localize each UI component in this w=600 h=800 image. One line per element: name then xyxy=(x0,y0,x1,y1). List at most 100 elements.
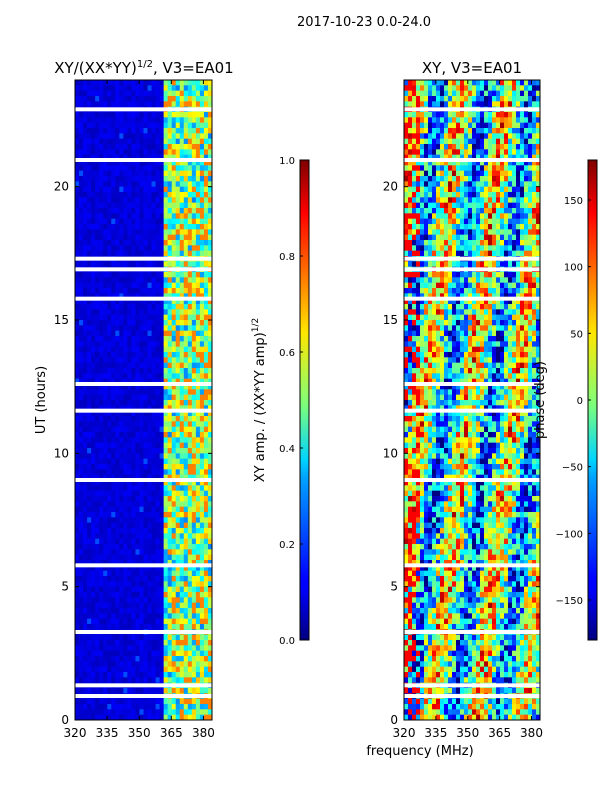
heatmap-cell xyxy=(452,85,457,92)
heatmap-cell xyxy=(111,688,116,694)
heatmap-cell xyxy=(167,688,173,694)
heatmap-cell xyxy=(151,522,156,529)
heatmap-cell xyxy=(155,634,161,641)
heatmap-cell xyxy=(135,688,140,694)
heatmap-cell xyxy=(183,650,189,657)
heatmap-cell xyxy=(79,165,84,172)
heatmap-cell xyxy=(195,282,201,289)
heatmap-cell xyxy=(175,709,181,716)
heatmap-cell xyxy=(440,122,445,129)
heatmap-cell xyxy=(159,389,165,396)
heatmap-cell xyxy=(155,656,161,662)
heatmap-cell xyxy=(532,202,537,209)
heatmap-cell xyxy=(476,192,481,198)
heatmap-cell xyxy=(119,501,124,508)
heatmap-cell xyxy=(79,170,84,177)
heatmap-cell xyxy=(468,112,473,118)
heatmap-cell xyxy=(75,288,80,294)
heatmap-cell xyxy=(207,176,212,182)
heatmap-cell xyxy=(528,138,533,145)
heatmap-cell xyxy=(95,154,100,161)
heatmap-cell xyxy=(143,410,148,417)
heatmap-cell xyxy=(107,357,112,364)
heatmap-cell xyxy=(163,176,169,182)
heatmap-cell xyxy=(75,80,80,86)
heatmap-cell xyxy=(175,112,181,118)
heatmap-cell xyxy=(87,346,92,353)
heatmap-cell xyxy=(139,245,144,252)
heatmap-cell xyxy=(424,181,429,188)
heatmap-cell xyxy=(79,517,84,524)
heatmap-cell xyxy=(115,464,120,470)
heatmap-cell xyxy=(159,410,165,417)
heatmap-cell xyxy=(199,101,205,108)
heatmap-cell xyxy=(147,213,152,220)
heatmap-cell xyxy=(420,186,425,193)
heatmap-cell xyxy=(135,704,140,710)
heatmap-cell xyxy=(107,122,112,129)
heatmap-cell xyxy=(107,698,112,705)
heatmap-cell xyxy=(171,149,177,156)
heatmap-cell xyxy=(75,250,80,257)
heatmap-cell xyxy=(119,400,124,406)
heatmap-cell xyxy=(131,421,136,428)
heatmap-cell xyxy=(195,608,201,614)
heatmap-cell xyxy=(528,112,533,118)
heatmap-cell xyxy=(191,181,197,188)
heatmap-cell xyxy=(123,656,128,662)
heatmap-cell xyxy=(528,165,533,172)
heatmap-cell xyxy=(75,528,80,534)
heatmap-cell xyxy=(123,229,128,236)
heatmap-cell xyxy=(115,138,120,145)
heatmap-cell xyxy=(432,96,437,102)
heatmap-cell xyxy=(115,293,120,300)
heatmap-cell xyxy=(203,282,209,289)
heatmap-cell xyxy=(472,117,477,124)
heatmap-cell xyxy=(171,453,177,460)
heatmap-cell xyxy=(115,208,120,214)
heatmap-cell xyxy=(448,80,453,86)
heatmap-cell xyxy=(151,640,156,646)
heatmap-cell xyxy=(203,288,209,294)
heatmap-cell xyxy=(111,533,116,540)
heatmap-cell xyxy=(187,586,193,593)
heatmap-cell xyxy=(83,96,88,102)
heatmap-cell xyxy=(131,714,136,720)
heatmap-cell xyxy=(207,304,212,310)
heatmap-cell xyxy=(135,245,140,252)
heatmap-cell xyxy=(107,282,112,289)
heatmap-cell xyxy=(79,346,84,353)
heatmap-cell xyxy=(123,576,128,582)
heatmap-cell xyxy=(155,181,161,188)
heatmap-cell xyxy=(199,314,205,321)
heatmap-cell xyxy=(175,101,181,108)
heatmap-cell xyxy=(131,613,136,620)
data-gap xyxy=(75,256,212,261)
heatmap-cell xyxy=(87,688,92,694)
heatmap-cell xyxy=(95,496,100,502)
heatmap-cell xyxy=(75,624,80,630)
heatmap-cell xyxy=(496,208,501,214)
heatmap-cell xyxy=(155,592,161,598)
heatmap-cell xyxy=(151,112,156,118)
heatmap-cell xyxy=(207,618,212,625)
heatmap-cell xyxy=(123,309,128,316)
heatmap-cell xyxy=(167,437,173,444)
heatmap-cell xyxy=(95,96,100,102)
heatmap-cell xyxy=(111,373,116,380)
heatmap-cell xyxy=(508,144,513,150)
heatmap-cell xyxy=(195,320,201,326)
heatmap-cell xyxy=(476,90,481,97)
heatmap-cell xyxy=(171,490,177,497)
heatmap-cell xyxy=(103,298,108,305)
heatmap-cell xyxy=(147,453,152,460)
heatmap-cell xyxy=(139,272,144,278)
heatmap-cell xyxy=(119,85,124,92)
heatmap-cell xyxy=(103,709,108,716)
heatmap-cell xyxy=(199,122,205,129)
heatmap-cell xyxy=(75,645,80,652)
heatmap-cell xyxy=(75,544,80,550)
heatmap-cell xyxy=(516,165,521,172)
heatmap-cell xyxy=(115,144,120,150)
heatmap-cell xyxy=(139,688,144,694)
